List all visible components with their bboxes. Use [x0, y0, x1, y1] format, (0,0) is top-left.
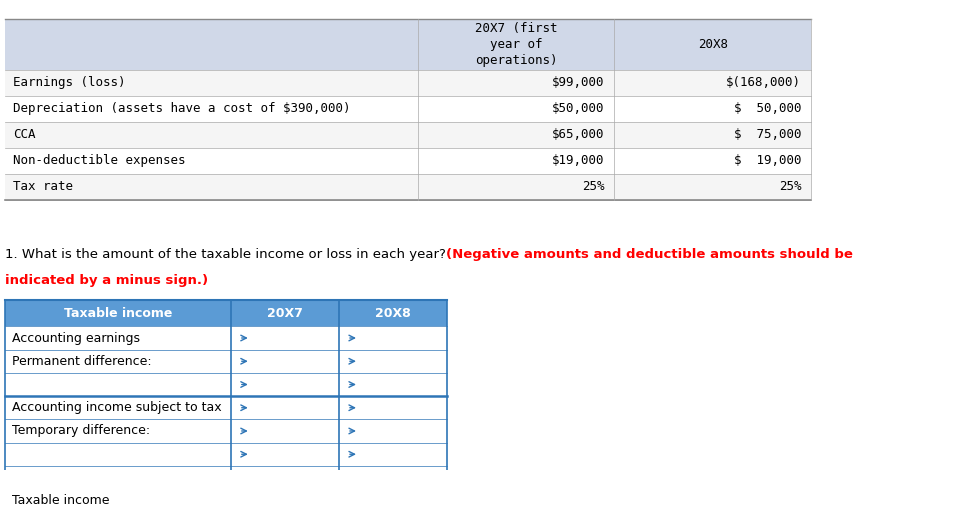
Text: Earnings (loss): Earnings (loss): [12, 76, 125, 89]
FancyBboxPatch shape: [5, 70, 811, 96]
Text: $  19,000: $ 19,000: [734, 155, 801, 167]
Text: 25%: 25%: [582, 180, 604, 193]
Text: 1. What is the amount of the taxable income or loss in each year?: 1. What is the amount of the taxable inc…: [5, 248, 450, 261]
Text: Tax rate: Tax rate: [12, 180, 73, 193]
Text: $50,000: $50,000: [552, 103, 604, 115]
Text: indicated by a minus sign.): indicated by a minus sign.): [5, 274, 208, 287]
FancyBboxPatch shape: [5, 148, 811, 174]
Text: Permanent difference:: Permanent difference:: [11, 355, 151, 368]
Text: $99,000: $99,000: [552, 76, 604, 89]
Text: 20X7: 20X7: [267, 307, 303, 320]
Text: $  50,000: $ 50,000: [734, 103, 801, 115]
FancyBboxPatch shape: [5, 174, 811, 200]
Text: 20X8: 20X8: [376, 307, 411, 320]
FancyBboxPatch shape: [5, 442, 447, 466]
Text: $(168,000): $(168,000): [726, 76, 801, 89]
FancyBboxPatch shape: [5, 396, 447, 419]
FancyBboxPatch shape: [5, 19, 811, 70]
Text: Accounting income subject to tax: Accounting income subject to tax: [11, 401, 221, 414]
FancyBboxPatch shape: [5, 466, 447, 489]
Text: Temporary difference:: Temporary difference:: [11, 425, 149, 437]
FancyBboxPatch shape: [5, 122, 811, 148]
Text: (Negative amounts and deductible amounts should be: (Negative amounts and deductible amounts…: [446, 248, 853, 261]
Text: Accounting earnings: Accounting earnings: [11, 331, 140, 344]
FancyBboxPatch shape: [5, 349, 447, 373]
Text: Depreciation (assets have a cost of $390,000): Depreciation (assets have a cost of $390…: [12, 103, 351, 115]
Text: 20X8: 20X8: [697, 38, 728, 50]
Text: $19,000: $19,000: [552, 155, 604, 167]
Text: 25%: 25%: [779, 180, 801, 193]
Text: Non-deductible expenses: Non-deductible expenses: [12, 155, 185, 167]
Text: Taxable income: Taxable income: [64, 307, 172, 320]
FancyBboxPatch shape: [5, 489, 447, 505]
FancyBboxPatch shape: [5, 96, 811, 122]
Text: $  75,000: $ 75,000: [734, 128, 801, 141]
Text: $65,000: $65,000: [552, 128, 604, 141]
FancyBboxPatch shape: [5, 300, 447, 326]
FancyBboxPatch shape: [5, 326, 447, 349]
Text: Taxable income: Taxable income: [11, 494, 109, 505]
Text: CCA: CCA: [12, 128, 35, 141]
Text: 20X7 (first
year of
operations): 20X7 (first year of operations): [475, 22, 558, 67]
FancyBboxPatch shape: [5, 419, 447, 442]
FancyBboxPatch shape: [5, 373, 447, 396]
